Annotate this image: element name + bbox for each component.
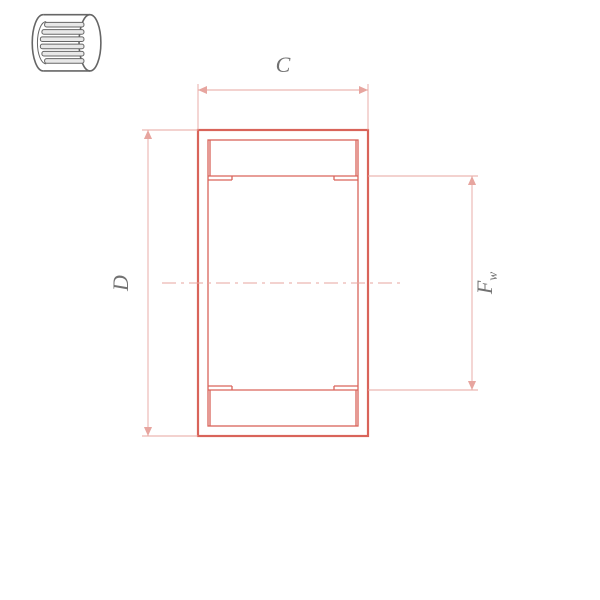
bearing-3d-icon	[32, 15, 101, 71]
dim-D-label: D	[108, 275, 133, 292]
dim-C-label: C	[276, 52, 291, 77]
dim-Fw-label: Fw	[472, 272, 500, 295]
cross-section	[162, 130, 404, 436]
